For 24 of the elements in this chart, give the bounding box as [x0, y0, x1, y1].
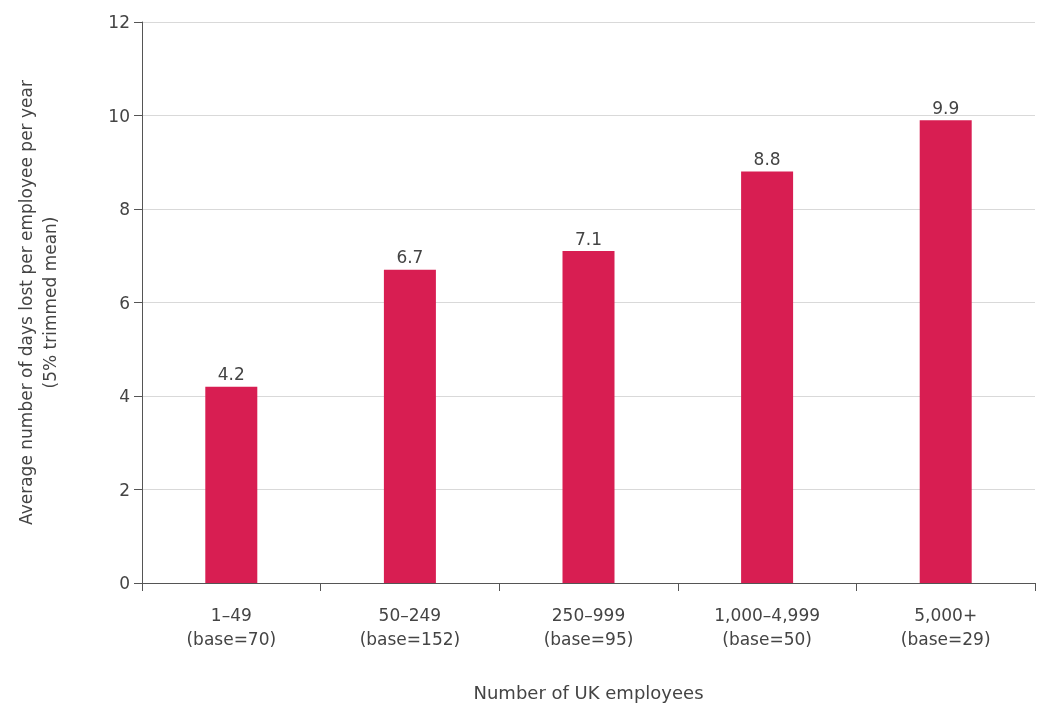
y-tick-label: 8 [119, 199, 130, 219]
bar [741, 171, 794, 583]
x-axis-title: Number of UK employees [473, 681, 704, 703]
y-tick-label: 2 [119, 479, 130, 500]
y-tick-label: 4 [119, 386, 130, 406]
x-tick-label: 1–49 (base=70) [186, 605, 277, 649]
x-tick-label: 1,000–4,999 (base=50) [714, 605, 821, 649]
bar [383, 269, 436, 583]
y-tick-label: 10 [108, 105, 130, 126]
data-label: 7.1 [574, 228, 603, 249]
x-tick-label: 5,000+ (base=29) [900, 605, 991, 649]
bar [205, 386, 258, 583]
x-tick-label: 50–249 (base=152) [359, 605, 461, 649]
y-tick-label: 6 [119, 292, 130, 313]
y-axis-title: Average number of days lost per employee per year (5% trimmed mean) [16, 80, 60, 525]
y-tick-label: 0 [119, 573, 130, 593]
bar [919, 120, 972, 583]
bar [562, 251, 615, 583]
data-label: 9.9 [932, 97, 960, 118]
data-label: 4.2 [217, 364, 245, 385]
x-tick-label: 250–999 (base=95) [543, 605, 634, 649]
data-label: 6.7 [396, 247, 424, 268]
data-label: 8.8 [753, 149, 781, 170]
y-tick-label: 12 [108, 12, 130, 32]
